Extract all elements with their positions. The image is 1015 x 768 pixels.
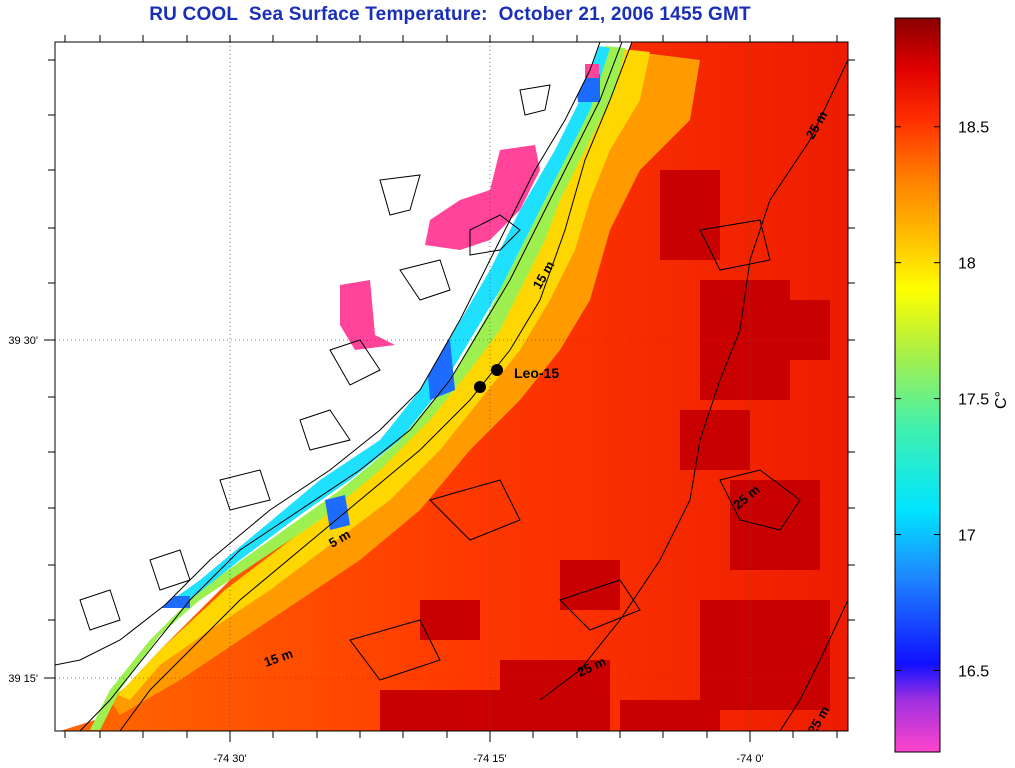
graticule [55,42,848,731]
map-title: RU COOL Sea Surface Temperature: October… [149,4,751,25]
contour-25m-a [539,59,848,701]
lon-tick-label: -74 0' [736,753,763,765]
contour-5m [79,42,623,731]
lon-tick-label: -74 30' [213,753,246,765]
station-marker [474,381,486,393]
colorbar-tick-label: 18.5 [958,120,989,137]
station-label: Leo-15 [514,365,559,381]
marsh-mask-patches [340,64,599,350]
frame-ticks [44,35,855,742]
colorbar-gradient [894,17,941,753]
land-mass [55,42,600,665]
colorbar-tick-label: 17 [958,528,976,545]
contour-25m-b [779,599,848,731]
lon-tick-label: -74 15' [473,753,506,765]
lat-tick-label: 39 30' [8,335,38,347]
colorbar-ticks: 18.5 18 17.5 17 16.5 [895,120,989,680]
colorbar: 18.5 18 17.5 17 16.5 C° [894,17,1010,753]
colorbar-tick-label: 18 [958,256,976,273]
cold-blue-pixels [325,495,350,530]
nearshore-warm-band [110,50,700,715]
station-marker [491,364,503,376]
colorbar-unit-label: C° [993,391,1010,409]
contour-15m [119,42,633,731]
map-frame [54,41,849,732]
contour-25m-c [719,469,801,531]
colorbar-tick-label: 16.5 [958,663,989,680]
coastline [55,42,601,666]
warm-water-patches [380,170,830,731]
map-area: 5 m 15 m 15 m 25 m 25 m 25 m 25 m Leo-15 [55,42,848,731]
depth-contours [79,42,848,731]
lat-tick-label: 39 15' [8,673,38,685]
colorbar-tick-label: 17.5 [958,392,989,409]
